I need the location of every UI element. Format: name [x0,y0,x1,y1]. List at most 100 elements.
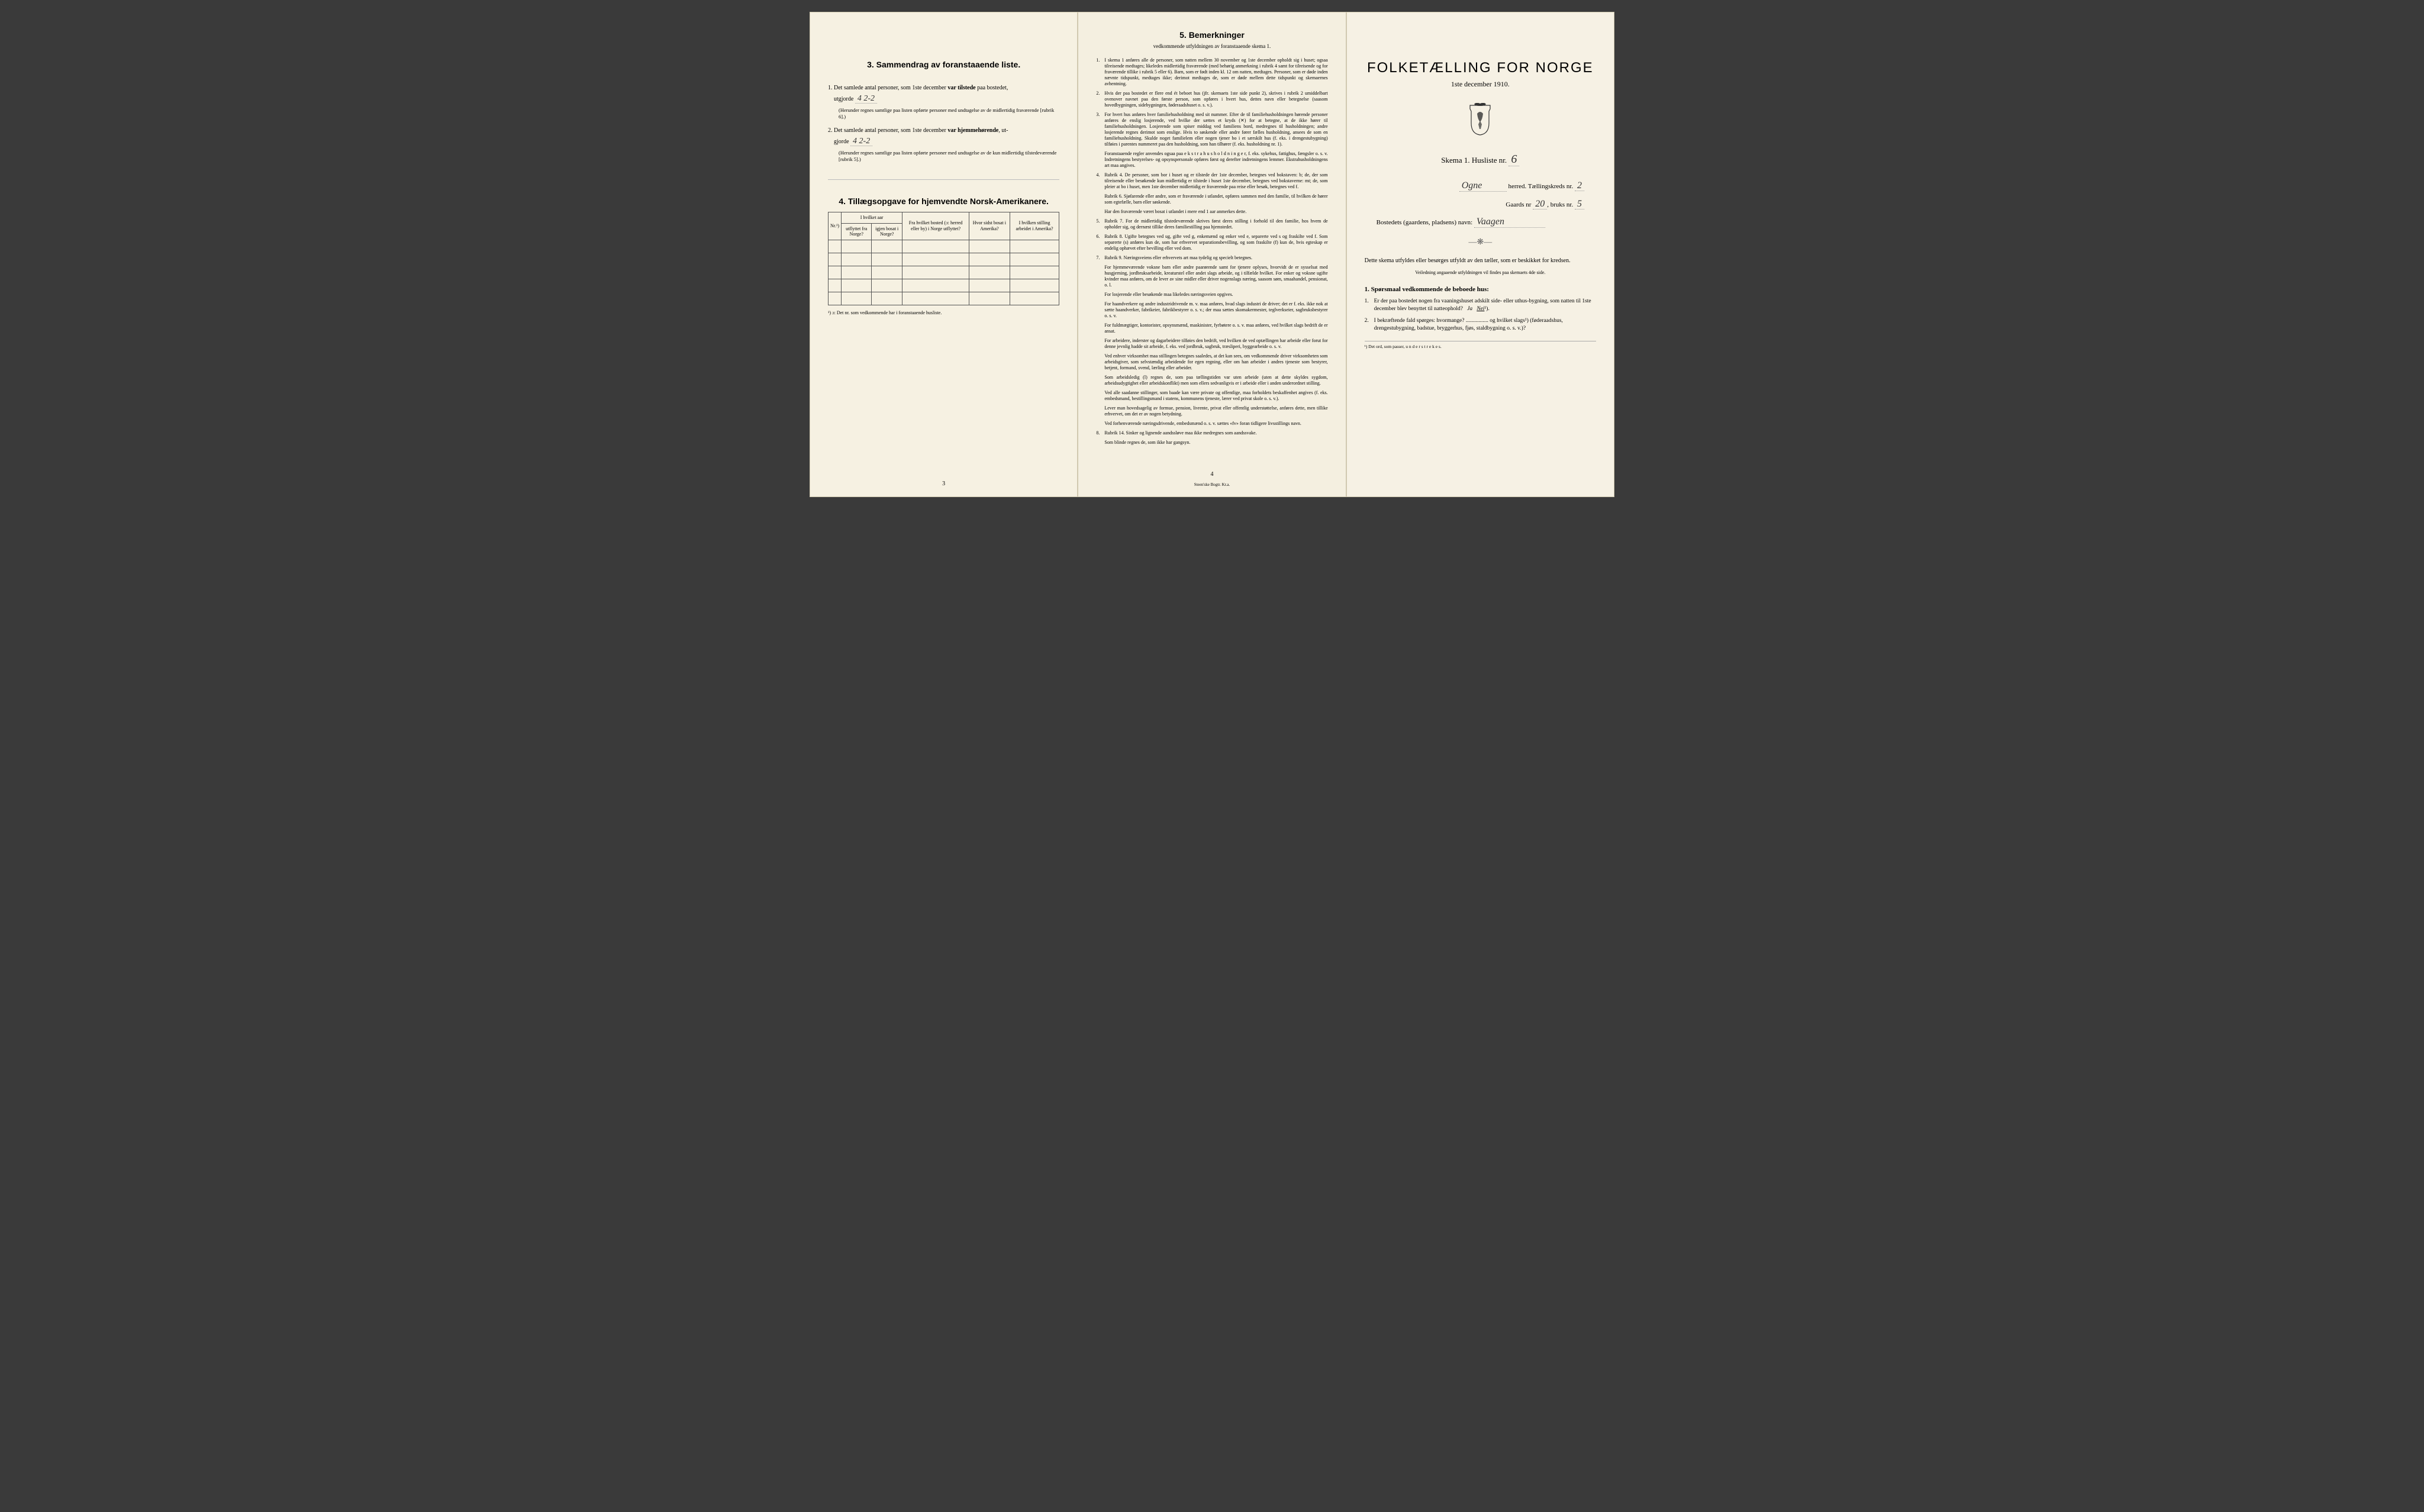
remark-text: Lever man hovedsagelig av formue, pensio… [1104,405,1327,417]
remark-number: 6. [1096,234,1100,240]
gaards-nr-value: 20 [1533,199,1547,209]
document-triptych: 3. Sammendrag av foranstaaende liste. 1.… [810,12,1614,497]
remark-item: Foranstaaende regler anvendes ogsaa paa … [1096,151,1327,169]
section-3-title: 3. Sammendrag av foranstaaende liste. [828,60,1059,69]
remark-number: 2. [1096,91,1100,96]
remark-text: Foranstaaende regler anvendes ogsaa paa … [1104,151,1327,168]
table-row [829,292,1059,305]
emigrant-table: Nr.¹) I hvilket aar Fra hvilket bosted (… [828,212,1059,305]
herred-value: Ogne [1459,180,1507,192]
remark-text: For losjerende eller besøkende maa likel… [1104,292,1233,297]
col-year-group: I hvilket aar [842,212,902,224]
summary-item-1: 1. Det samlede antal personer, som 1ste … [828,83,1059,120]
total-resident-value: 4 2-2 [850,137,872,146]
remark-text: Som blinde regnes de, som ikke har gangs… [1104,440,1190,445]
census-title: FOLKETÆLLING FOR NORGE [1365,60,1596,76]
table-row [829,266,1059,279]
answer-nei-underlined: Nei [1477,306,1484,312]
divider [828,179,1059,180]
remark-number: 5. [1096,218,1100,224]
col-position: I hvilken stilling arbeidet i Amerika? [1010,212,1059,240]
printer-credit: Steen'ske Bogtr. Kr.a. [1194,482,1230,487]
remark-item: 1. I skema 1 anføres alle de personer, so… [1096,57,1327,87]
remark-item: For haandverkere og andre industridriven… [1096,301,1327,319]
remark-item: Ved forhenværende næringsdrivende, embed… [1096,421,1327,427]
remark-number: 3. [1096,112,1100,118]
remark-item: 5. Rubrik 7. For de midlertidig tilstedev… [1096,218,1327,230]
page-3: 3. Sammendrag av foranstaaende liste. 1.… [810,12,1078,497]
remark-item: Ved alle saadanne stillinger, som baade … [1096,390,1327,402]
remark-text: Ved forhenværende næringsdrivende, embed… [1104,421,1301,426]
schema-line: Skema 1. Husliste nr. 6 [1365,153,1596,166]
remark-item: Lever man hovedsagelig av formue, pensio… [1096,405,1327,417]
remark-number: 7. [1096,255,1100,261]
table-row [829,240,1059,253]
summary-item-2: 2. Det samlede antal personer, som 1ste … [828,126,1059,163]
remark-item: For arbeidere, inderster og dagarbeidere… [1096,338,1327,350]
remark-text: Rubrik 14. Sinker og lignende aandssløve… [1104,430,1256,436]
remark-item: Rubrik 6. Sjøfarende eller andre, som er… [1096,194,1327,205]
remark-text: For hvert hus anføres hver familiehushol… [1104,112,1327,147]
remark-text: For hjemmeværende voksne barn eller andr… [1104,265,1327,288]
table-footnote: ¹) ɔ: Det nr. som vedkommende har i fora… [828,310,1059,315]
remark-item: 6. Rubrik 8. Ugifte betegnes ved ug, gift… [1096,234,1327,252]
gaards-line: Gaards nr 20, bruks nr. 5 [1365,199,1596,209]
bosted-line: Bostedets (gaardens, pladsens) navn: Vaa… [1365,217,1596,228]
kreds-nr-value: 2 [1575,180,1584,191]
total-present-value: 4 2-2 [855,94,877,104]
col-returned: igjen bosat i Norge? [872,223,902,240]
questions-heading: 1. Spørsmaal vedkommende de beboede hus: [1365,286,1596,293]
remark-item: For fuldmægtiger, kontorister, opsynsmæn… [1096,323,1327,334]
ornament-icon: ―❋― [1365,237,1596,247]
remark-item: 8. Rubrik 14. Sinker og lignende aandsslø… [1096,430,1327,436]
remark-text: Rubrik 9. Næringsveiens eller erhvervets… [1104,255,1252,260]
remark-text: Har den fraværende været bosat i utlande… [1104,209,1246,214]
question-1: 1. Er der paa bostedet nogen fra vaaning… [1365,298,1596,314]
section-4-title: 4. Tillægsopgave for hjemvendte Norsk-Am… [828,196,1059,206]
remark-item: 2. Hvis der paa bostedet er flere end ét … [1096,91,1327,108]
item2-note: (Herunder regnes samtlige paa listen opf… [839,150,1059,163]
page-1-cover: FOLKETÆLLING FOR NORGE 1ste december 191… [1346,12,1614,497]
remark-text: For fuldmægtiger, kontorister, opsynsmæn… [1104,323,1327,334]
item1-note: (Herunder regnes samtlige paa listen opf… [839,107,1059,120]
right-footnote: ¹) Det ord, som passer, u n d e r s t r … [1365,341,1596,349]
remark-item: 4.Rubrik 4. De personer, som bor i huset… [1096,172,1327,190]
col-last-america: Hvor sidst bosat i Amerika? [969,212,1010,240]
remark-item: Som blinde regnes de, som ikke har gangs… [1096,440,1327,446]
census-date: 1ste december 1910. [1365,80,1596,89]
remark-item: For losjerende eller besøkende maa likel… [1096,292,1327,298]
remark-text: For arbeidere, inderster og dagarbeidere… [1104,338,1327,349]
remark-item: For hjemmeværende voksne barn eller andr… [1096,265,1327,288]
remark-text: Rubrik 7. For de midlertidig tilstedevær… [1104,218,1327,230]
herred-line: Ogne herred. Tællingskreds nr. 2 [1365,180,1596,192]
remark-text: Rubrik 8. Ugifte betegnes ved ug, gifte … [1104,234,1327,251]
remark-number: 8. [1096,430,1100,436]
page-number-3: 3 [942,481,945,487]
section-5-subtitle: vedkommende utfyldningen av foranstaaend… [1096,43,1327,49]
remarks-list: 1. I skema 1 anføres alle de personer, so… [1096,57,1327,446]
emigrant-table-body [829,240,1059,305]
remark-text: I skema 1 anføres alle de personer, som … [1104,57,1327,86]
coat-of-arms-icon [1466,103,1494,136]
filler-instruction: Dette skema utfyldes eller besørges utfy… [1365,257,1596,265]
remark-text: Rubrik 4. De personer, som bor i huset o… [1104,172,1327,189]
remark-text: Ved alle saadanne stillinger, som baade … [1104,390,1327,401]
col-emigrated: utflyttet fra Norge? [842,223,872,240]
remark-item: Har den fraværende været bosat i utlande… [1096,209,1327,215]
remark-text: Hvis der paa bostedet er flere end ét be… [1104,91,1327,108]
remark-item: 7. Rubrik 9. Næringsveiens eller erhverve… [1096,255,1327,261]
remark-text: For haandverkere og andre industridriven… [1104,301,1327,318]
remark-text: Ved enhver virksomhet maa stillingen bet… [1104,353,1327,370]
remark-item: Ved enhver virksomhet maa stillingen bet… [1096,353,1327,371]
bruks-nr-value: 5 [1575,199,1584,209]
filler-instruction-sub: Veiledning angaaende utfyldningen vil fi… [1365,270,1596,275]
remark-number: 1. [1096,57,1100,63]
table-row [829,279,1059,292]
remark-item: 3. For hvert hus anføres hver familiehush… [1096,112,1327,147]
col-from-where: Fra hvilket bosted (ɔ: herred eller by) … [902,212,969,240]
section-5-title: 5. Bemerkninger [1096,30,1327,40]
table-row [829,253,1059,266]
husliste-nr-value: 6 [1508,153,1519,166]
col-nr: Nr.¹) [829,212,842,240]
page-number-4: 4 [1210,471,1213,478]
